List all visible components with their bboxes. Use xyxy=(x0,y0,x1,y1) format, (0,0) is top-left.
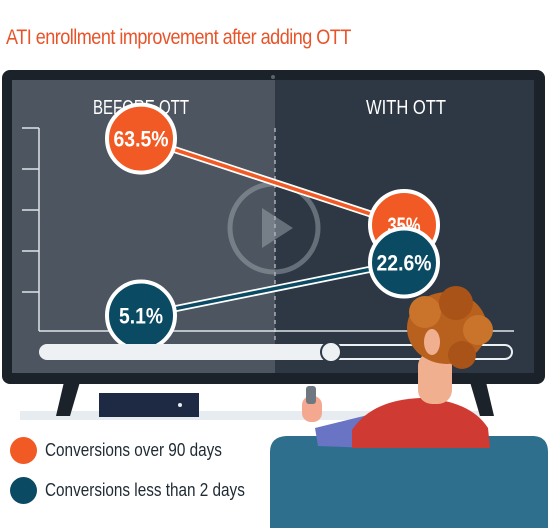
viewer xyxy=(302,286,493,448)
series-line-inner-1 xyxy=(140,260,405,318)
data-label-0-0: 63.5% xyxy=(114,127,169,152)
legend-label: Conversions over 90 days xyxy=(45,439,222,460)
legend-item-less-than-2-days: Conversions less than 2 days xyxy=(10,474,280,506)
legend-label: Conversions less than 2 days xyxy=(45,479,245,500)
data-point-1-1 xyxy=(368,226,440,299)
set-top-box xyxy=(99,393,199,417)
legend-item-over-90-days: Conversions over 90 days xyxy=(10,434,253,466)
chart-title: ATI enrollment improvement after adding … xyxy=(6,26,351,49)
series-line-inner-0 xyxy=(140,136,405,227)
progress-handle[interactable] xyxy=(320,341,342,363)
data-point-0-0 xyxy=(105,102,177,175)
tv-leg-right xyxy=(470,382,494,416)
set-top-light xyxy=(178,403,182,407)
tv-camera xyxy=(271,75,275,79)
column-header-with: WITH OTT xyxy=(366,97,446,119)
floor-shadow xyxy=(20,411,480,420)
progress-fill xyxy=(40,345,331,359)
couch-back xyxy=(270,436,548,528)
legend-dot-orange xyxy=(10,436,37,464)
legend-dot-teal xyxy=(10,476,37,504)
data-label-1-0: 5.1% xyxy=(119,304,163,329)
tv-leg-left xyxy=(56,382,80,416)
plot-area: 63.5%35%5.1%22.6% xyxy=(105,102,440,352)
data-label-1-1: 22.6% xyxy=(377,251,432,276)
